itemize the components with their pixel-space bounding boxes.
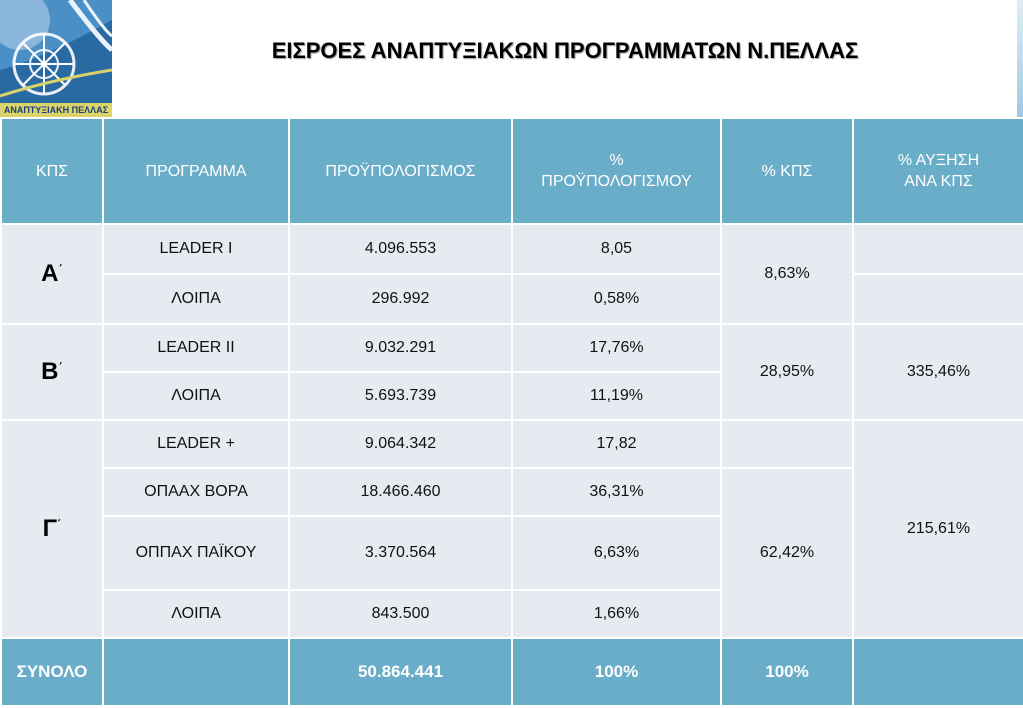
pct-budget-cell: 0,58%: [511, 273, 722, 325]
pct-budget-cell: 6,63%: [511, 515, 722, 591]
total-label: ΣΥΝΟΛΟ: [0, 637, 104, 707]
pct-budget-cell: 8,05: [511, 223, 722, 275]
program-cell: LEADER II: [102, 323, 290, 373]
logo-caption: ΑΝΑΠΤΥΞΙΑΚΗ ΠΕΛΛΑΣ: [0, 103, 112, 117]
budget-cell: 18.466.460: [288, 467, 513, 517]
total-growth-empty: [852, 637, 1023, 707]
growth-cell: 215,61%: [852, 419, 1023, 639]
kps-mark: ΄: [57, 517, 62, 532]
growth-cell-empty: [852, 223, 1023, 275]
table-row: ΟΠΑΑΧ ΒΟΡΑ 18.466.460 36,31% 62,42%: [1, 467, 1023, 639]
header-pct-kps: % ΚΠΣ: [720, 117, 854, 225]
header-budget: ΠΡΟΫΠΟΛΟΓΙΣΜΟΣ: [288, 117, 513, 225]
pct-budget-cell: 36,31%: [511, 467, 722, 517]
table-row: Α΄ LEADER I 4.096.553 8,05 8,63%: [0, 223, 1023, 325]
kps-letter: Β: [41, 358, 59, 385]
growth-cell: 335,46%: [852, 323, 1023, 421]
pct-kps-cell: 62,42%: [720, 467, 854, 639]
budget-cell: 9.064.342: [288, 419, 513, 469]
kps-letter: Γ: [42, 515, 58, 542]
header-pct-budget-line2: ΠΡΟΫΠΟΛΟΓΙΣΜΟΥ: [541, 173, 692, 190]
total-program-empty: [102, 637, 290, 707]
budget-cell: 9.032.291: [288, 323, 513, 373]
header-kps: ΚΠΣ: [0, 117, 104, 225]
kps-label-a: Α΄: [0, 223, 104, 325]
header-program: ΠΡΟΓΡΑΜΜΑ: [102, 117, 290, 225]
table-row: ΛΟΙΠΑ 296.992 0,58%: [1, 273, 1023, 325]
program-cell: ΛΟΙΠΑ: [102, 589, 290, 639]
kps-label-b: Β΄: [0, 323, 104, 421]
pct-budget-cell: 1,66%: [511, 589, 722, 639]
table-row: ΟΠΠΑΧ ΠΑΪΚΟΥ 3.370.564 6,63%: [1, 515, 1023, 591]
development-agency-logo-icon: [0, 0, 112, 104]
program-cell: ΛΟΙΠΑ: [102, 371, 290, 421]
kps-label-c: Γ΄: [0, 419, 104, 639]
pct-budget-cell: 17,82: [511, 419, 722, 469]
pct-budget-cell: 11,19%: [511, 371, 722, 421]
header-growth-line1: % ΑΥΞΗΣΗ: [897, 152, 980, 169]
budget-cell: 4.096.553: [288, 223, 513, 275]
pct-kps-cell: 28,95%: [720, 323, 854, 421]
total-pct-budget: 100%: [511, 637, 722, 707]
total-row: ΣΥΝΟΛΟ 50.864.441 100% 100%: [0, 637, 1023, 707]
header-growth: % ΑΥΞΗΣΗ ΑΝΑ ΚΠΣ: [852, 117, 1023, 225]
program-cell: ΛΟΙΠΑ: [102, 273, 290, 325]
pct-kps-cell: 8,63%: [720, 223, 854, 325]
header-growth-line2: ΑΝΑ ΚΠΣ: [904, 173, 973, 190]
pct-kps-cell-empty: [720, 419, 854, 469]
kps-mark: ΄: [58, 360, 63, 375]
program-cell: ΟΠΠΑΧ ΠΑΪΚΟΥ: [102, 515, 290, 591]
total-pct-kps: 100%: [720, 637, 854, 707]
budget-cell: 3.370.564: [288, 515, 513, 591]
table-row: Β΄ LEADER II 9.032.291 17,76% 28,95% 335…: [0, 323, 1023, 421]
header-pct-budget: % ΠΡΟΫΠΟΛΟΓΙΣΜΟΥ: [511, 117, 722, 225]
table-row: Γ΄ LEADER + 9.064.342 17,82 215,61%: [0, 419, 1023, 639]
table-row: ΛΟΙΠΑ 843.500 1,66%: [1, 589, 1023, 639]
table-row: ΛΟΙΠΑ 5.693.739 11,19%: [1, 371, 1023, 421]
pct-budget-cell: 17,76%: [511, 323, 722, 373]
decorative-edge: [1017, 0, 1023, 117]
table-header-row: ΚΠΣ ΠΡΟΓΡΑΜΜΑ ΠΡΟΫΠΟΛΟΓΙΣΜΟΣ % ΠΡΟΫΠΟΛΟΓ…: [0, 117, 1023, 225]
budget-table: ΚΠΣ ΠΡΟΓΡΑΜΜΑ ΠΡΟΫΠΟΛΟΓΙΣΜΟΣ % ΠΡΟΫΠΟΛΟΓ…: [0, 117, 1023, 707]
growth-cell-empty: [852, 273, 1023, 325]
kps-mark: ΄: [58, 262, 63, 277]
header-pct-budget-line1: %: [609, 152, 624, 169]
budget-cell: 5.693.739: [288, 371, 513, 421]
budget-cell: 843.500: [288, 589, 513, 639]
budget-cell: 296.992: [288, 273, 513, 325]
program-cell: LEADER +: [102, 419, 290, 469]
page-title: ΕΙΣΡΟΕΣ ΑΝΑΠΤΥΞΙΑΚΩΝ ΠΡΟΓΡΑΜΜΑΤΩΝ Ν.ΠΕΛΛ…: [271, 38, 859, 63]
program-cell: ΟΠΑΑΧ ΒΟΡΑ: [102, 467, 290, 517]
program-cell: LEADER I: [102, 223, 290, 275]
total-budget: 50.864.441: [288, 637, 513, 707]
kps-letter: Α: [41, 260, 59, 287]
logo: ΑΝΑΠΤΥΞΙΑΚΗ ΠΕΛΛΑΣ: [0, 0, 112, 117]
